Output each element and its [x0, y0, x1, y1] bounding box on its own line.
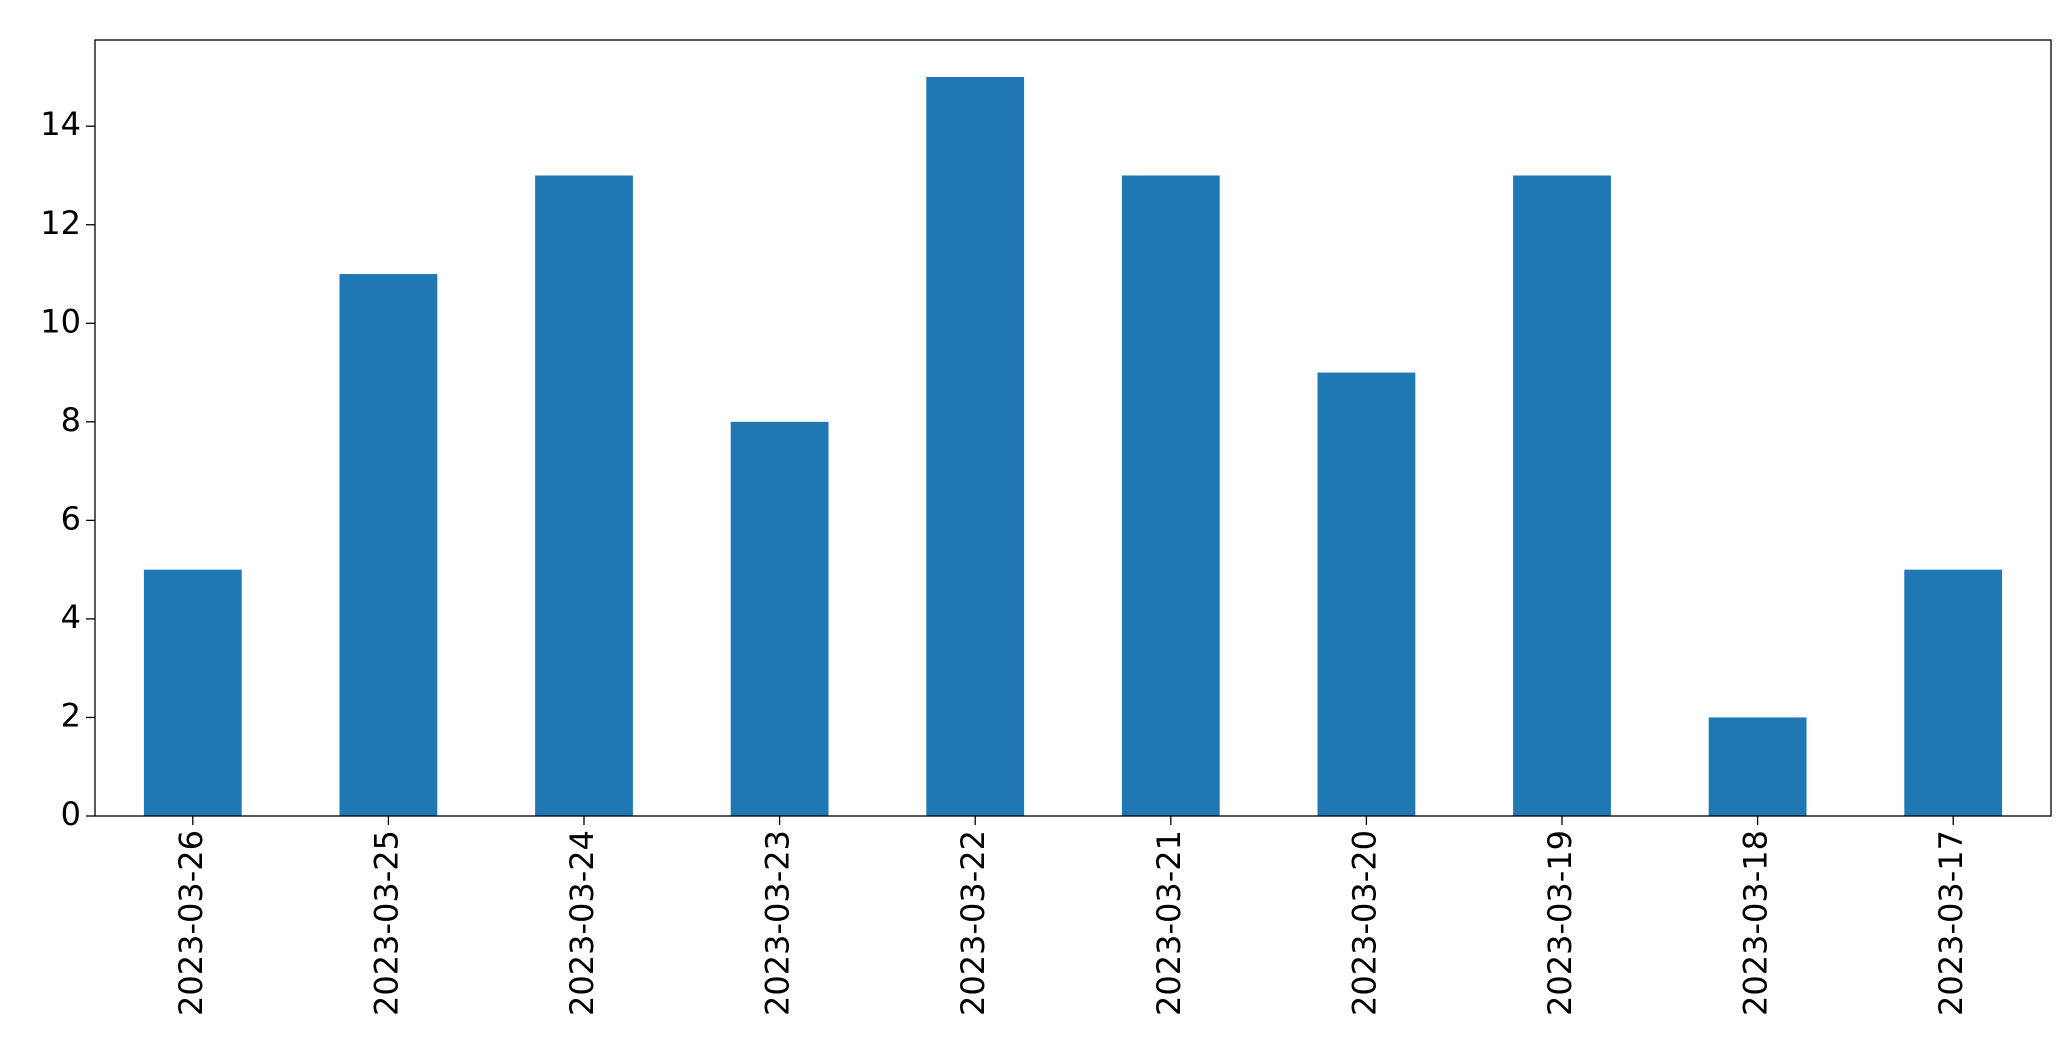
- x-tick-label: 2023-03-19: [1541, 830, 1579, 1016]
- y-tick-label: 4: [61, 598, 81, 636]
- y-tick-label: 0: [61, 795, 81, 833]
- x-tick-label: 2023-03-17: [1932, 830, 1970, 1016]
- bar: [1317, 372, 1416, 816]
- x-tick-label: 2023-03-23: [759, 830, 797, 1016]
- x-tick-label: 2023-03-22: [954, 830, 992, 1016]
- bar: [1708, 717, 1807, 816]
- bar: [339, 274, 438, 816]
- bar: [730, 421, 829, 816]
- y-tick-label: 14: [40, 105, 81, 143]
- bar: [143, 569, 242, 816]
- bar: [1513, 175, 1611, 816]
- bar: [1121, 175, 1220, 816]
- x-tick-label: 2023-03-24: [563, 830, 601, 1016]
- y-tick-label: 10: [40, 302, 81, 340]
- plot-frame: [94, 39, 2052, 817]
- bar: [1904, 569, 2003, 816]
- y-tick-label: 2: [61, 696, 81, 734]
- x-tick-label: 2023-03-18: [1737, 830, 1775, 1016]
- y-tick-label: 8: [61, 401, 81, 439]
- x-tick-label: 2023-03-21: [1150, 830, 1188, 1016]
- bar: [535, 175, 633, 816]
- x-tick-label: 2023-03-25: [367, 830, 405, 1016]
- y-tick-label: 12: [40, 204, 81, 242]
- y-tick-label: 6: [61, 499, 81, 537]
- x-tick-label: 2023-03-20: [1345, 830, 1383, 1016]
- x-tick-label: 2023-03-26: [172, 830, 210, 1016]
- bar: [926, 76, 1025, 816]
